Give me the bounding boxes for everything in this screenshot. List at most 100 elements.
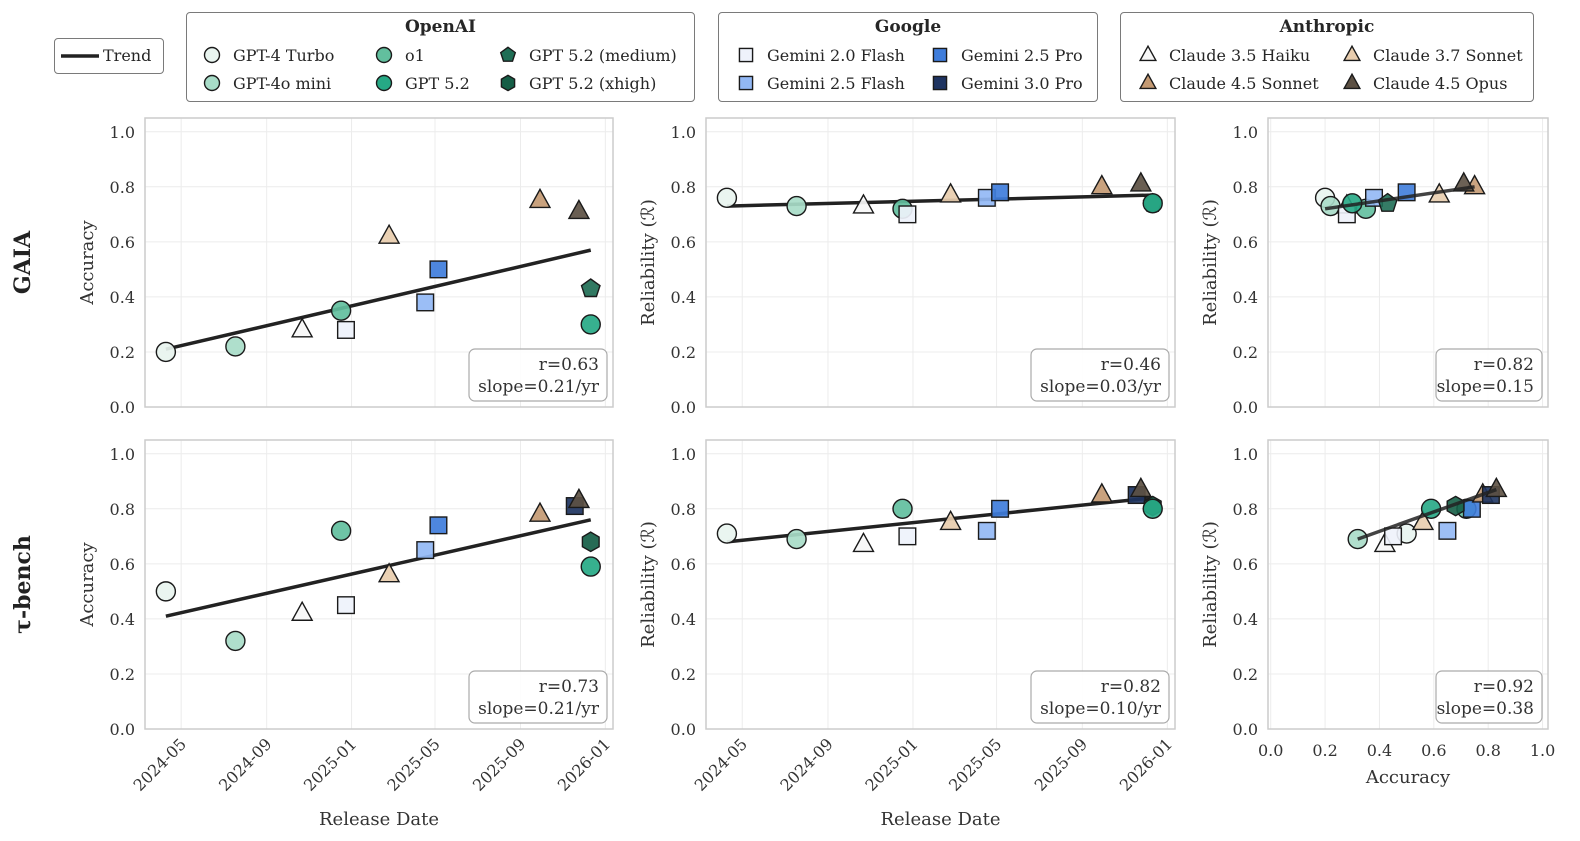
y-tick-label: 0.2	[110, 665, 135, 684]
y-tick-label: 0.2	[671, 343, 696, 362]
data-point-o1	[330, 520, 352, 542]
y-axis-label: Reliability (ℛ)	[1200, 199, 1221, 326]
y-tick-label: 1.0	[671, 445, 696, 464]
y-tick-label: 0.6	[1233, 555, 1258, 574]
y-tick-label: 0.8	[671, 500, 696, 519]
legend-item-claude-3-5-haiku: Claude 3.5 Haiku	[1137, 44, 1310, 66]
x-tick-label: 0.4	[1367, 741, 1392, 760]
y-tick-label: 0.8	[671, 178, 696, 197]
legend-label: GPT-4 Turbo	[233, 45, 335, 65]
y-tick-label: 0.0	[671, 720, 696, 739]
data-point-gemini-2-5-pro	[991, 183, 1010, 202]
legend-label: Claude 3.7 Sonnet	[1373, 45, 1523, 65]
pentagon-marker-shape	[499, 46, 517, 62]
legend-label: Gemini 3.0 Pro	[961, 73, 1083, 93]
x-tick-label: 0.2	[1312, 741, 1337, 760]
plot-frame	[705, 439, 1176, 730]
legend-item-gemini-2-5-pro: Gemini 2.5 Pro	[929, 44, 1083, 66]
pentagon-marker-icon	[499, 46, 517, 62]
plot-frame	[1267, 117, 1549, 408]
y-tick-label: 0.4	[1233, 288, 1258, 307]
x-tick-label: 1.0	[1530, 741, 1555, 760]
data-point-gemini-2-0-flash	[336, 596, 355, 615]
y-tick-label: 1.0	[671, 123, 696, 142]
triangle-marker-icon	[1138, 44, 1158, 62]
legend-item-claude-4-5-sonnet: Claude 4.5 Sonnet	[1137, 72, 1319, 94]
data-point-gpt-5-2	[1142, 498, 1163, 520]
x-tick-label: 0.6	[1421, 741, 1446, 760]
legend-anthropic: Anthropic Claude 3.5 Haiku Claude 4.5 Son…	[1120, 12, 1534, 102]
data-point-gpt-4-turbo	[155, 341, 177, 363]
y-tick-label: 0.6	[671, 233, 696, 252]
correlation-r: r=0.82	[1101, 677, 1161, 697]
y-tick-label: 0.6	[110, 233, 135, 252]
data-point-claude-3-7-sonnet	[377, 223, 401, 244]
y-tick-label: 0.8	[1233, 500, 1258, 519]
legend-label: Gemini 2.5 Flash	[767, 73, 905, 93]
data-point-claude-3-5-haiku	[290, 317, 314, 338]
correlation-r: r=0.82	[1474, 355, 1534, 375]
triangle-marker-shape	[1138, 72, 1158, 90]
data-point-claude-4-5-opus	[567, 198, 591, 220]
y-tick-label: 0.6	[1233, 233, 1258, 252]
legend-item-o1: o1	[373, 44, 425, 66]
data-point-claude-4-5-sonnet	[528, 187, 552, 209]
x-tick-label: 0.8	[1475, 741, 1500, 760]
data-point-o1	[892, 498, 913, 520]
trend-slope: slope=0.15	[1437, 377, 1534, 397]
hexagon-marker-icon	[500, 74, 516, 92]
trend-legend-label: Trend	[103, 46, 152, 65]
circle-marker-icon	[375, 74, 393, 92]
correlation-r: r=0.73	[539, 677, 599, 697]
data-point-gemini-2-5-pro	[429, 516, 448, 535]
data-point-gemini-2-0-flash	[1384, 527, 1403, 546]
circle-marker-shape	[203, 46, 221, 64]
y-tick-label: 0.2	[1233, 343, 1258, 362]
trend-slope: slope=0.21/yr	[478, 377, 600, 397]
legend-item-gemini-3-0-pro: Gemini 3.0 Pro	[929, 72, 1083, 94]
y-tick-label: 0.8	[1233, 178, 1258, 197]
x-tick-label: 2025-05	[383, 734, 443, 794]
square-marker-shape	[738, 75, 754, 91]
row-label-gaia: GAIA	[10, 230, 36, 294]
y-tick-label: 0.4	[1233, 610, 1258, 629]
trend-line	[165, 248, 592, 351]
correlation-r: r=0.46	[1101, 355, 1161, 375]
y-axis-label: Accuracy	[77, 220, 98, 306]
plot-frame	[1267, 439, 1549, 730]
y-tick-label: 0.2	[110, 343, 135, 362]
y-tick-label: 0.2	[1233, 665, 1258, 684]
y-tick-label: 0.4	[671, 288, 696, 307]
stats-box	[468, 670, 608, 724]
correlation-r: r=0.92	[1474, 677, 1534, 697]
y-tick-label: 0.0	[671, 398, 696, 417]
data-point-gpt-4o-mini	[225, 336, 246, 357]
y-tick-label: 0.0	[1233, 398, 1258, 417]
hexagon-marker-shape	[500, 74, 516, 92]
legend-item-gemini-2-5-flash: Gemini 2.5 Flash	[735, 72, 905, 94]
data-point-gemini-2-5-pro	[429, 260, 448, 279]
data-point-o1	[330, 300, 352, 321]
y-tick-label: 1.0	[1233, 445, 1258, 464]
legend-label: GPT 5.2 (xhigh)	[529, 73, 657, 93]
legend-label: GPT 5.2	[405, 73, 470, 93]
data-point-gemini-2-5-flash	[1438, 521, 1457, 540]
data-point-claude-4-5-opus	[567, 487, 591, 509]
data-point-gpt-4o-mini	[786, 195, 807, 217]
data-point-gemini-2-0-flash	[898, 205, 917, 224]
x-axis-label: Release Date	[319, 809, 439, 830]
trend-legend: Trend	[54, 38, 164, 74]
square-marker-icon	[738, 75, 754, 91]
data-point-gpt-5-2-xhigh	[581, 531, 600, 553]
y-tick-label: 0.4	[671, 610, 696, 629]
data-points	[155, 187, 601, 363]
trend-legend-item: Trend	[61, 46, 151, 65]
legend-label: GPT 5.2 (medium)	[529, 45, 677, 65]
data-point-gpt-5-2	[580, 314, 601, 335]
legend-item-gpt-5-2-medium: GPT 5.2 (medium)	[497, 44, 677, 66]
circle-marker-icon	[375, 46, 393, 64]
y-tick-label: 0.4	[110, 288, 135, 307]
legend-label: Claude 4.5 Opus	[1373, 73, 1508, 93]
data-points	[1347, 476, 1508, 553]
data-point-claude-4-5-opus	[1129, 171, 1153, 192]
